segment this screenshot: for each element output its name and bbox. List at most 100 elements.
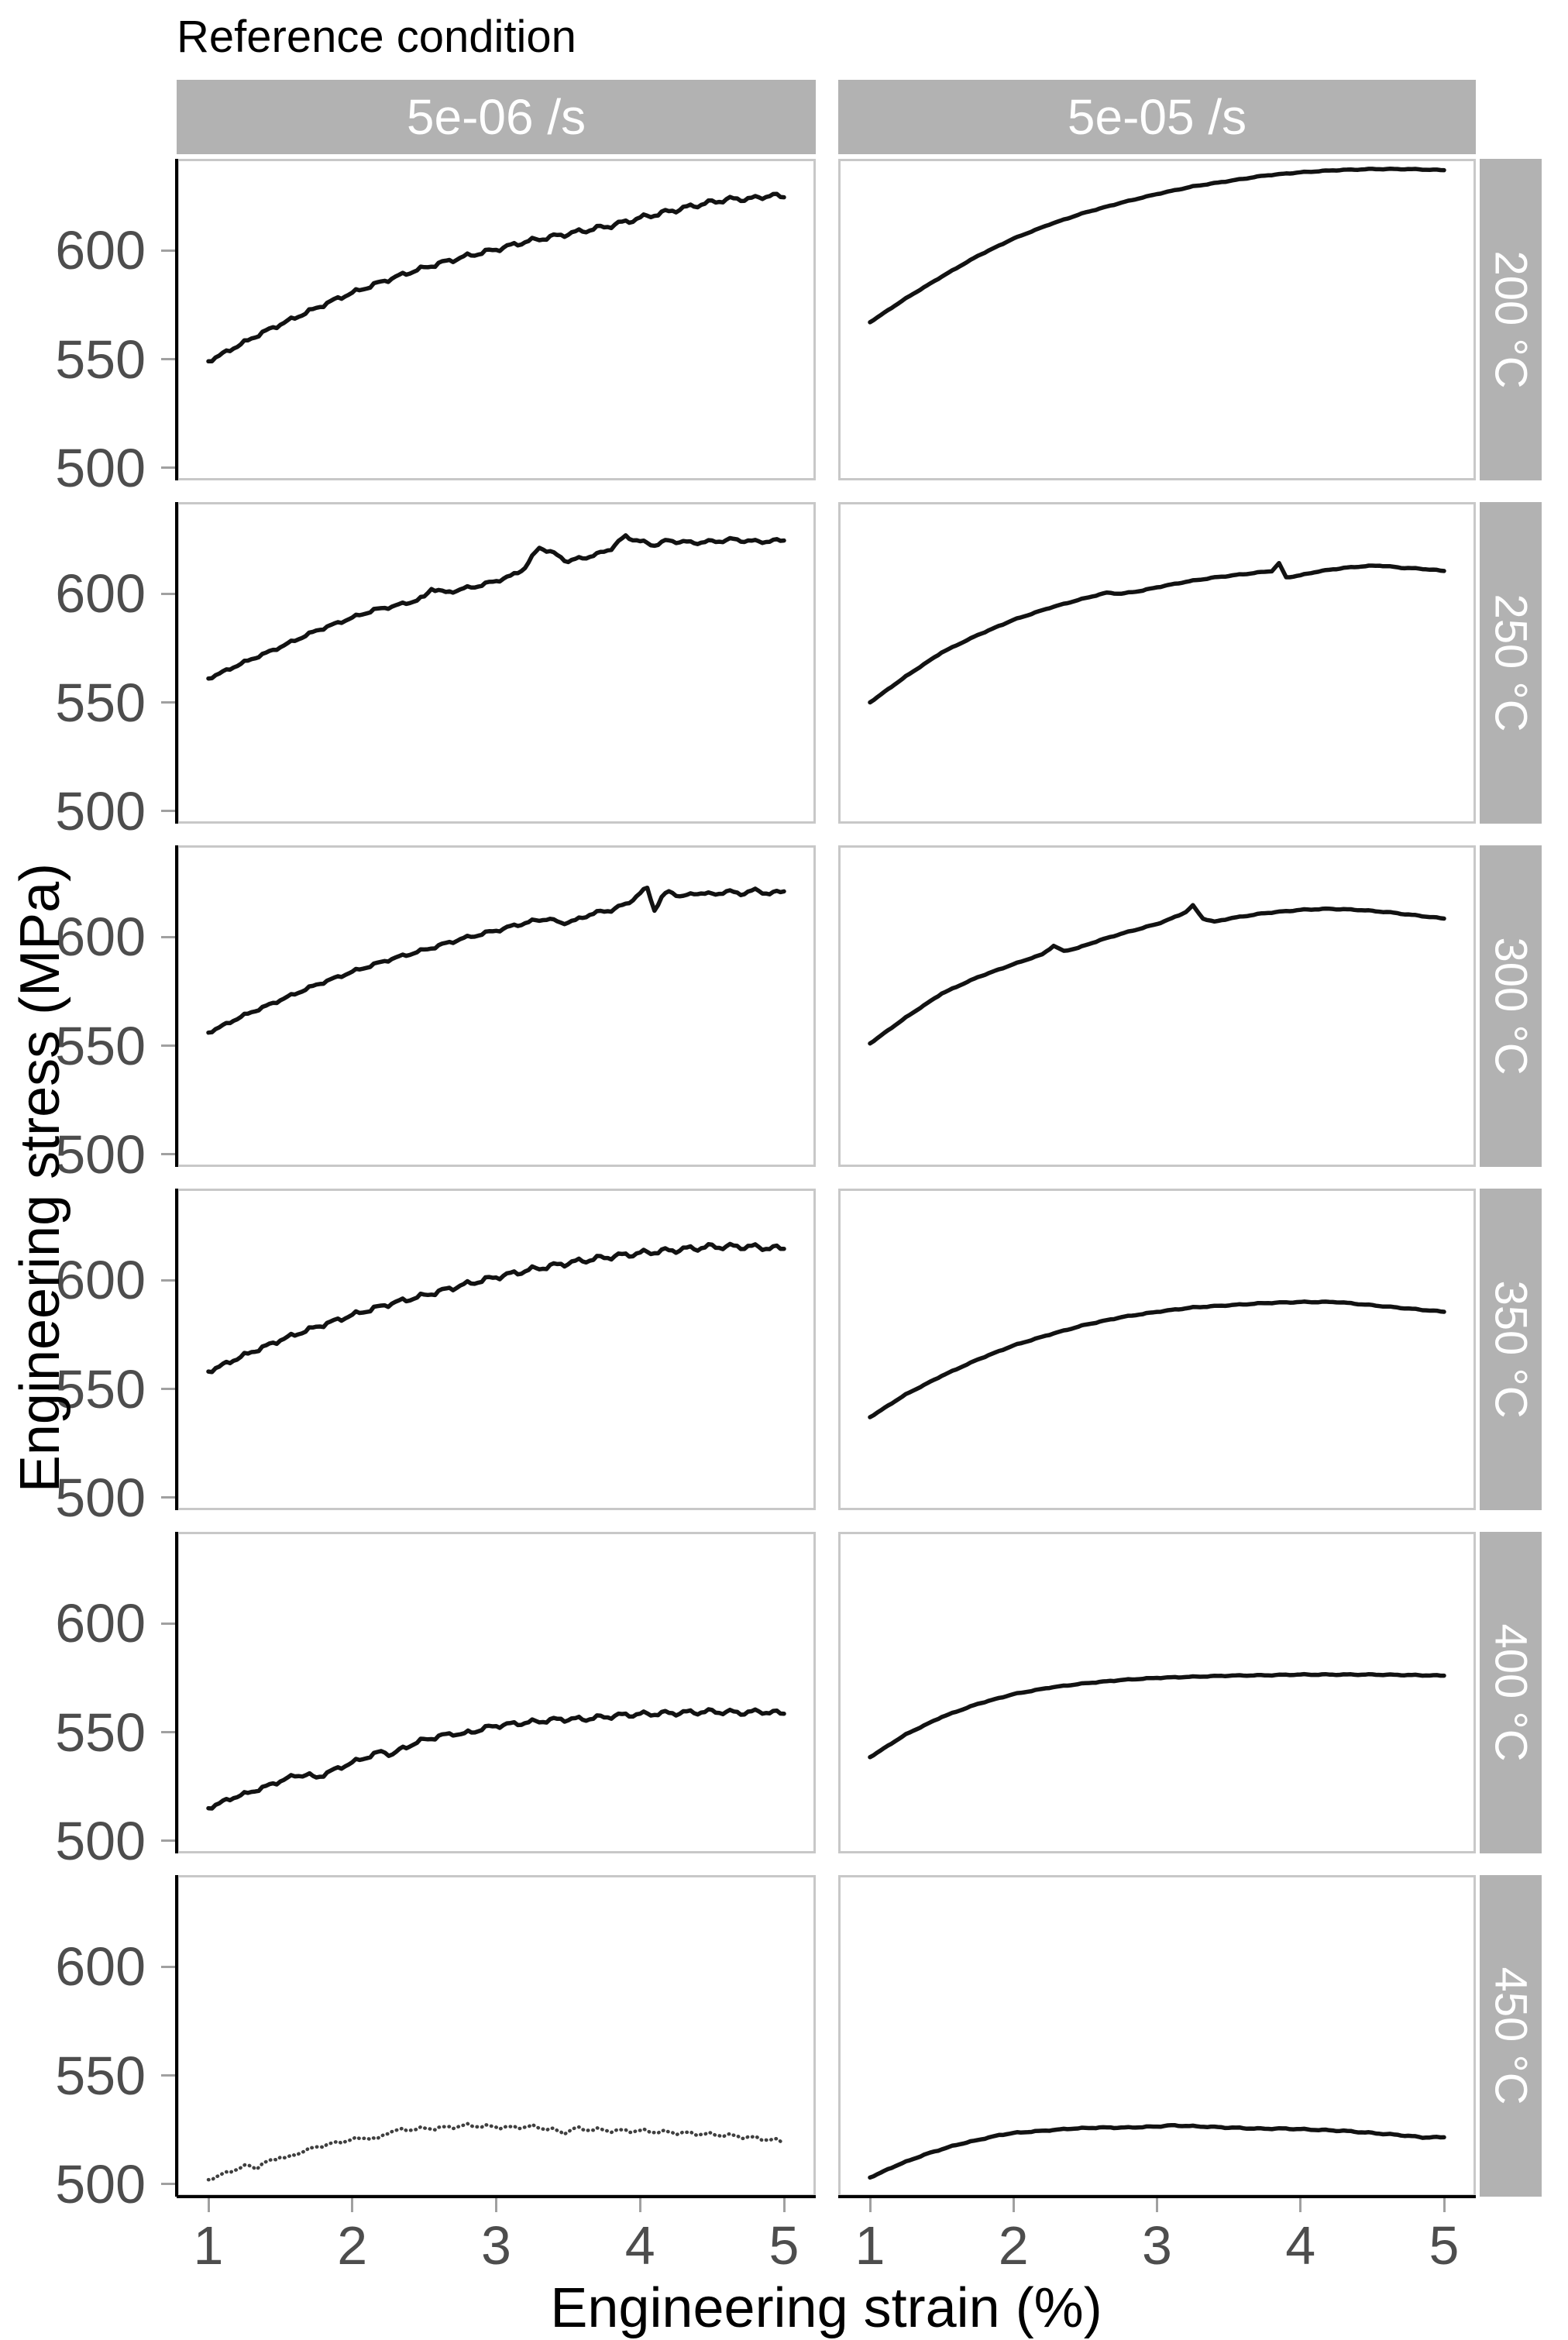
stress-strain-curve: [206, 1707, 786, 1811]
panel-plot-area: [868, 1671, 1446, 1760]
y-axis-line: [175, 845, 178, 1167]
y-tick: [161, 358, 175, 361]
panel-250C-5e05s: [838, 502, 1476, 824]
y-tick: [161, 466, 175, 470]
y-tick: [161, 810, 175, 813]
panel-plot-area: [868, 1299, 1446, 1419]
y-tick-label: 550: [55, 1702, 146, 1763]
facet-row-strip-label: 350 °C: [1485, 1280, 1536, 1419]
x-axis-line: [838, 2195, 1476, 2198]
y-tick: [161, 592, 175, 595]
y-tick: [161, 1839, 175, 1843]
panel-350C-5e05s: [838, 1189, 1476, 1510]
x-tick: [207, 2198, 210, 2212]
facet-column-strip: 5e-06 /s: [177, 80, 816, 154]
y-axis-line: [175, 1875, 178, 2197]
y-axis-title: Engineering stress (MPa): [9, 862, 71, 1493]
x-axis-title: Engineering strain (%): [550, 2277, 1102, 2339]
y-tick: [161, 1496, 175, 1499]
y-axis-line: [175, 159, 178, 480]
x-tick-label: 2: [337, 2215, 368, 2276]
panel-plot-area: [868, 166, 1446, 325]
facet-row-strip-label: 450 °C: [1485, 1967, 1536, 2105]
stress-strain-curve: [868, 2122, 1446, 2180]
panel-plot-area: [868, 903, 1446, 1046]
panel-400C-5e06s: [177, 1532, 816, 1853]
y-tick-label: 500: [55, 780, 146, 841]
plot-title: Reference condition: [177, 12, 576, 62]
panel-300C-5e06s: [177, 845, 816, 1167]
x-tick-label: 1: [193, 2215, 224, 2276]
x-tick: [1156, 2198, 1158, 2212]
stress-strain-curve: [868, 560, 1446, 705]
panel-plot-area: [868, 2122, 1446, 2180]
panel-200C-5e06s: [177, 159, 816, 480]
y-tick-label: 500: [55, 437, 146, 498]
y-tick-label: 600: [55, 1250, 146, 1311]
y-tick: [161, 1731, 175, 1734]
stress-strain-curve: [206, 533, 786, 681]
y-tick: [161, 701, 175, 704]
stress-strain-curve: [206, 1241, 786, 1375]
x-tick-label: 4: [1285, 2215, 1316, 2276]
x-tick: [638, 2198, 641, 2212]
y-tick-label: 500: [55, 1124, 146, 1185]
y-tick-label: 550: [55, 672, 146, 733]
panel-plot-area: [868, 560, 1446, 705]
x-tick-label: 2: [998, 2215, 1029, 2276]
facet-column-strip-label: 5e-06 /s: [406, 89, 586, 145]
x-tick: [1299, 2198, 1302, 2212]
panel-250C-5e06s: [177, 502, 816, 824]
y-tick: [161, 1044, 175, 1048]
panel-plot-area: [206, 885, 786, 1035]
y-tick-label: 550: [55, 2045, 146, 2106]
y-tick: [161, 1153, 175, 1156]
y-tick-label: 600: [55, 1593, 146, 1654]
x-tick-label: 5: [1429, 2215, 1460, 2276]
y-tick-label: 600: [55, 563, 146, 625]
facet-column-strip-label: 5e-05 /s: [1067, 89, 1247, 145]
facet-row-strip-label: 250 °C: [1485, 594, 1536, 732]
facet-row-strip: 400 °C: [1480, 1532, 1542, 1853]
x-tick: [495, 2198, 497, 2212]
y-tick: [161, 1622, 175, 1625]
y-tick-label: 550: [55, 329, 146, 390]
stress-strain-curve: [868, 1671, 1446, 1760]
panel-450C-5e06s: [177, 1875, 816, 2197]
x-tick-label: 4: [624, 2215, 655, 2276]
x-tick-label: 1: [854, 2215, 885, 2276]
x-tick-label: 5: [769, 2215, 799, 2276]
y-tick-label: 500: [55, 2153, 146, 2214]
panel-400C-5e05s: [838, 1532, 1476, 1853]
y-tick-label: 500: [55, 1810, 146, 1871]
facet-row-strip: 350 °C: [1480, 1189, 1542, 1510]
panel-plot-area: [206, 1241, 786, 1375]
y-axis-line: [175, 502, 178, 824]
y-tick-label: 600: [55, 1936, 146, 1998]
x-tick: [351, 2198, 354, 2212]
panel-300C-5e05s: [838, 845, 1476, 1167]
stress-strain-curve: [868, 166, 1446, 325]
stress-strain-curve: [868, 1299, 1446, 1419]
stress-strain-curve: [868, 903, 1446, 1046]
y-tick: [161, 249, 175, 252]
y-tick: [161, 1278, 175, 1282]
y-tick-label: 550: [55, 1015, 146, 1076]
panel-200C-5e05s: [838, 159, 1476, 480]
stress-strain-curve: [206, 191, 786, 364]
x-tick: [1012, 2198, 1015, 2212]
facet-row-strip-label: 200 °C: [1485, 250, 1536, 389]
y-axis-line: [175, 1189, 178, 1510]
y-tick: [161, 2074, 175, 2077]
facet-row-strip: 450 °C: [1480, 1875, 1542, 2197]
x-tick-label: 3: [481, 2215, 511, 2276]
facet-column-strip: 5e-05 /s: [838, 80, 1476, 154]
stress-strain-curve: [206, 2121, 786, 2182]
panel-plot-area: [206, 1707, 786, 1811]
x-tick-label: 3: [1142, 2215, 1172, 2276]
panel-plot-area: [206, 533, 786, 681]
facet-row-strip-label: 300 °C: [1485, 937, 1536, 1075]
x-tick: [868, 2198, 872, 2212]
stress-strain-curve: [206, 885, 786, 1035]
